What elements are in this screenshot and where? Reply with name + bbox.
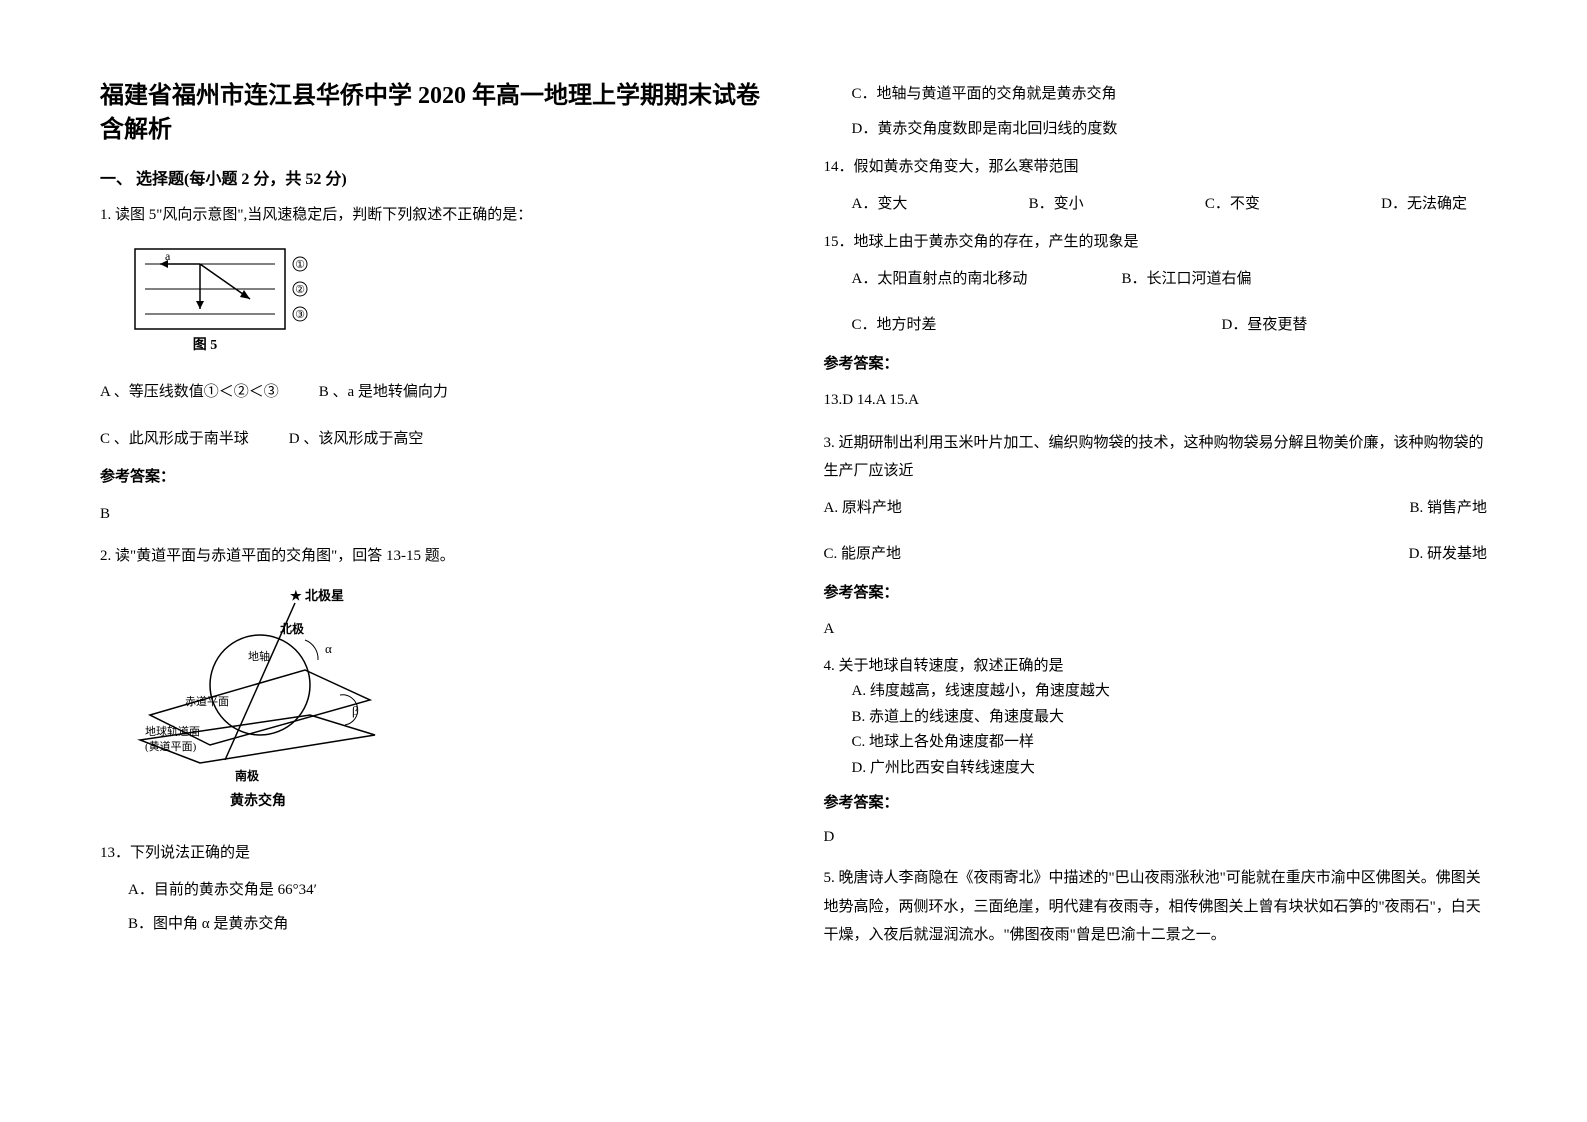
q3-answer: A — [824, 615, 1488, 644]
q14-text: 14．假如黄赤交角变大，那么寒带范围 — [824, 153, 1488, 182]
q15-answer: 13.D 14.A 15.A — [824, 386, 1488, 415]
q2-text: 2. 读"黄道平面与赤道平面的交角图"，回答 13-15 题。 — [100, 542, 764, 571]
q4-ref-label: 参考答案： — [824, 791, 1488, 817]
q3-ref-label: 参考答案： — [824, 579, 1488, 608]
label-c1: ① — [295, 259, 305, 271]
polaris-text: 北极星 — [305, 588, 344, 603]
q4-optD: D. 广州比西安自转线速度大 — [824, 756, 1488, 782]
q15-optA: A．太阳直射点的南北移动 — [852, 265, 1082, 294]
north-label: 北极 — [280, 621, 305, 636]
q13-optC: C．地轴与黄道平面的交角就是黄赤交角 — [824, 80, 1488, 109]
q4-optC: C. 地球上各处角速度都一样 — [824, 730, 1488, 756]
axis-label: 地轴 — [248, 649, 270, 663]
orbit1-label: 地球轨道面 — [145, 724, 200, 738]
q1-optD: D 、该风形成于高空 — [289, 425, 424, 454]
orbit2-label: (黄道平面) — [145, 739, 197, 753]
q15-optD: D．昼夜更替 — [1222, 311, 1308, 340]
question-3: 3. 近期研制出利用玉米叶片加工、编织购物袋的技术，这种购物袋易分解且物美价廉，… — [824, 429, 1488, 644]
q4-text: 4. 关于地球自转速度，叙述正确的是 — [824, 654, 1488, 680]
q3-optA: A. 原料产地 — [824, 494, 902, 523]
fig5-caption: 图 5 — [193, 337, 218, 353]
ecliptic-diagram-svg: ★ 北极星 北极 地轴 α β 赤 — [130, 585, 390, 815]
q1-optC: C 、此风形成于南半球 — [100, 425, 249, 454]
question-13-cont: C．地轴与黄道平面的交角就是黄赤交角 D．黄赤交角度数即是南北回归线的度数 — [824, 80, 1488, 143]
q14-optA: A．变大 — [852, 190, 908, 219]
q4-answer: D — [824, 825, 1488, 851]
question-4: 4. 关于地球自转速度，叙述正确的是 A. 纬度越高，线速度越小，角速度越大 B… — [824, 654, 1488, 851]
question-13: 13．下列说法正确的是 A．目前的黄赤交角是 66°34′ B．图中角 α 是黄… — [100, 839, 764, 939]
q15-optB: B．长江口河道右偏 — [1122, 265, 1252, 294]
alpha-label: α — [325, 641, 332, 656]
beta-label: β — [352, 703, 359, 718]
label-a: a — [165, 249, 171, 263]
exam-title: 福建省福州市连江县华侨中学 2020 年高一地理上学期期末试卷含解析 — [100, 80, 764, 147]
q4-optB: B. 赤道上的线速度、角速度最大 — [824, 705, 1488, 731]
q13-optA: A．目前的黄赤交角是 66°34′ — [100, 876, 764, 905]
q3-optB: B. 销售产地 — [1409, 494, 1487, 523]
question-14: 14．假如黄赤交角变大，那么寒带范围 A．变大 B．变小 C．不变 D．无法确定 — [824, 153, 1488, 218]
question-5: 5. 晚唐诗人李商隐在《夜雨寄北》中描述的"巴山夜雨涨秋池"可能就在重庆市渝中区… — [824, 864, 1488, 950]
q1-optA: A 、等压线数值①＜②＜③ — [100, 378, 279, 407]
q13-text: 13．下列说法正确的是 — [100, 839, 764, 868]
polaris-label: ★ — [290, 588, 302, 603]
q13-optD: D．黄赤交角度数即是南北回归线的度数 — [824, 115, 1488, 144]
q4-optA: A. 纬度越高，线速度越小，角速度越大 — [824, 679, 1488, 705]
q2-figure: ★ 北极星 北极 地轴 α β 赤 — [130, 585, 764, 826]
section-1-header: 一、 选择题(每小题 2 分，共 52 分) — [100, 165, 764, 189]
wind-diagram-svg: a ① ② ③ 图 5 — [130, 244, 330, 354]
label-c3: ③ — [295, 309, 305, 321]
q3-optC: C. 能原产地 — [824, 540, 902, 569]
q3-text: 3. 近期研制出利用玉米叶片加工、编织购物袋的技术，这种购物袋易分解且物美价廉，… — [824, 429, 1488, 486]
ecliptic-caption: 黄赤交角 — [230, 792, 286, 809]
q15-optC: C．地方时差 — [852, 311, 1182, 340]
q15-ref-label: 参考答案： — [824, 350, 1488, 379]
q13-optB: B．图中角 α 是黄赤交角 — [100, 910, 764, 939]
q14-optB: B．变小 — [1029, 190, 1084, 219]
q14-optC: C．不变 — [1205, 190, 1260, 219]
question-1: 1. 读图 5"风向示意图",当风速稳定后，判断下列叙述不正确的是： a — [100, 201, 764, 528]
q1-ref-label: 参考答案： — [100, 463, 764, 492]
q1-text: 1. 读图 5"风向示意图",当风速稳定后，判断下列叙述不正确的是： — [100, 201, 764, 230]
south-label: 南极 — [235, 768, 260, 783]
q1-answer: B — [100, 500, 764, 529]
q5-text: 5. 晚唐诗人李商隐在《夜雨寄北》中描述的"巴山夜雨涨秋池"可能就在重庆市渝中区… — [824, 864, 1488, 950]
q14-optD: D．无法确定 — [1381, 190, 1467, 219]
q1-figure: a ① ② ③ 图 5 — [130, 244, 764, 365]
q3-optD: D. 研发基地 — [1409, 540, 1487, 569]
question-2-intro: 2. 读"黄道平面与赤道平面的交角图"，回答 13-15 题。 ★ 北极星 北极… — [100, 542, 764, 825]
equator-label: 赤道平面 — [185, 694, 229, 708]
question-15: 15．地球上由于黄赤交角的存在，产生的现象是 A．太阳直射点的南北移动 B．长江… — [824, 228, 1488, 415]
label-c2: ② — [295, 284, 305, 296]
q1-optB: B 、a 是地转偏向力 — [319, 378, 448, 407]
q15-text: 15．地球上由于黄赤交角的存在，产生的现象是 — [824, 228, 1488, 257]
